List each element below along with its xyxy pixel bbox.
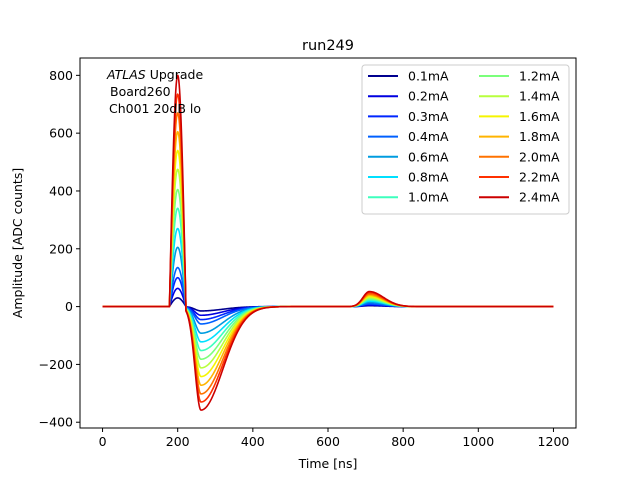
annotation-line-2: Board260 <box>110 84 171 99</box>
plot-frame <box>79 57 577 429</box>
legend-label: 2.0mA <box>519 149 560 164</box>
legend-label: 0.3mA <box>408 109 449 124</box>
legend-label: 2.4mA <box>519 190 560 205</box>
legend-box <box>361 64 570 215</box>
legend-label: 0.4mA <box>408 129 449 144</box>
series-line-2-4mA <box>102 74 554 411</box>
chart-title: run249 <box>302 38 354 54</box>
legend-label: 1.6mA <box>519 109 560 124</box>
legend-label: 1.2mA <box>519 69 560 84</box>
legend-label: 2.2mA <box>519 170 560 185</box>
y-tick-label: 600 <box>49 126 73 141</box>
y-tick-label: 400 <box>49 183 73 198</box>
annotation-upgrade-label: Upgrade <box>146 67 204 82</box>
legend-label: 0.6mA <box>408 149 449 164</box>
annotation-line-3: Ch001 20dB lo <box>109 101 201 116</box>
y-axis-label: Amplitude [ADC counts] <box>10 168 25 318</box>
annotation-atlas-label: ATLAS <box>106 67 146 82</box>
legend-label: 0.2mA <box>408 89 449 104</box>
annotation-line-1: ATLAS Upgrade <box>106 67 203 82</box>
legend-label: 0.1mA <box>408 69 449 84</box>
y-tick-label: −400 <box>39 415 73 430</box>
legend: 0.1mA 0.2mA 0.3mA 0.4mA 0.6mA 0.8mA 1.0mA 1.2mA… <box>361 64 570 215</box>
y-tick-label: 200 <box>49 241 73 256</box>
x-tick-label: 800 <box>391 434 415 449</box>
legend-label: 1.8mA <box>519 129 560 144</box>
legend-label: 1.4mA <box>519 89 560 104</box>
y-tick-label: −200 <box>39 357 73 372</box>
y-tick-label: 800 <box>49 68 73 83</box>
legend-label: 1.0mA <box>408 190 449 205</box>
x-tick-label: 600 <box>316 434 340 449</box>
x-tick-label: 0 <box>99 434 107 449</box>
x-axis-label: Time [ns] <box>298 456 358 471</box>
x-tick-label: 400 <box>241 434 265 449</box>
x-tick-label: 200 <box>166 434 190 449</box>
annotation-block: ATLAS Upgrade Board260 Ch001 20dB lo <box>106 67 203 116</box>
x-tick-label: 1200 <box>538 434 570 449</box>
y-tick-label: 0 <box>65 299 73 314</box>
legend-label: 0.8mA <box>408 170 449 185</box>
x-tick-label: 1000 <box>462 434 494 449</box>
